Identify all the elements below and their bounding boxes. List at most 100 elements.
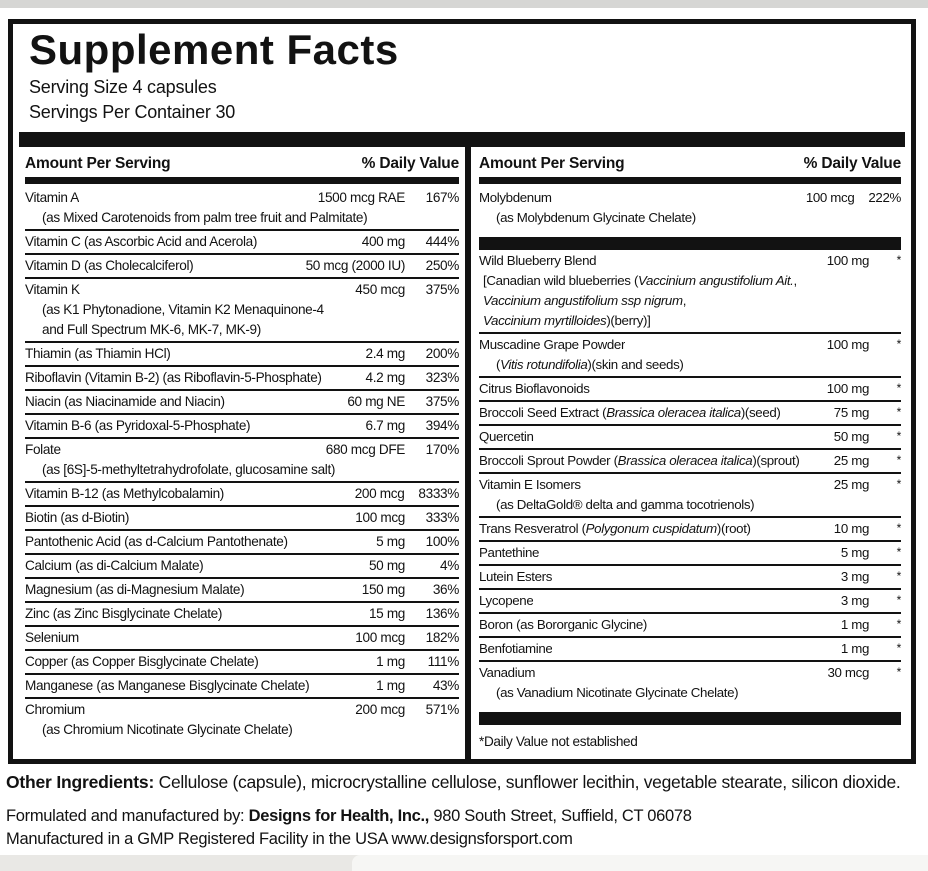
- column-divider: [465, 147, 471, 759]
- nutrient-source-subline: (as [6S]-5-methyltetrahydrofolate, gluco…: [42, 462, 336, 477]
- nutrient-daily-value: *: [896, 641, 902, 655]
- nutrient-daily-value: *: [896, 477, 902, 491]
- nutrient-source-subline: (as K1 Phytonadione, Vitamin K2 Menaquin…: [42, 302, 324, 317]
- nutrient-daily-value: 200%: [425, 346, 460, 361]
- nutrient-name: Magnesium (as di-Magnesium Malate): [25, 582, 245, 597]
- nutrient-amount: 75 mg: [833, 405, 870, 420]
- nutrient-row: Boron (as Bororganic Glycine) 1 mg *: [479, 612, 901, 636]
- nutrient-name: Zinc (as Zinc Bisglycinate Chelate): [25, 606, 223, 621]
- nutrient-amount: 5 mg: [376, 534, 405, 549]
- nutrient-amount: 60 mg NE: [347, 394, 405, 409]
- nutrient-name: Selenium: [25, 630, 79, 645]
- nutrient-amount: 680 mcg DFE: [325, 442, 406, 457]
- nutrient-daily-value: *: [896, 593, 902, 607]
- nutrient-amount: 50 mg: [833, 429, 870, 444]
- nutrient-name: Vitamin A: [25, 190, 80, 205]
- nutrient-daily-value: 394%: [425, 418, 460, 433]
- nutrient-daily-value: *: [896, 253, 902, 267]
- nutrient-source-subline: (as DeltaGold® delta and gamma tocotrien…: [496, 497, 755, 512]
- nutrient-row: Magnesium (as di-Magnesium Malate) 150 mg…: [25, 577, 459, 601]
- nutrient-daily-value: 333%: [425, 510, 460, 525]
- nutrient-name: Quercetin: [479, 429, 534, 444]
- nutrient-amount: 100 mg: [826, 337, 870, 352]
- column-header: Amount Per Serving % Daily Value: [479, 147, 901, 177]
- supplement-facts-panel: Supplement Facts Serving Size 4 capsules…: [8, 19, 916, 764]
- nutrient-source-subline: Vaccinium myrtilloides)(berry)]: [483, 313, 651, 328]
- panel-head: Supplement Facts Serving Size 4 capsules…: [13, 24, 911, 125]
- nutrient-daily-value: 571%: [425, 702, 460, 717]
- nutrient-daily-value: 182%: [425, 630, 460, 645]
- manufacturer-name: Designs for Health, Inc.,: [248, 807, 430, 825]
- nutrient-daily-value: 222%: [868, 190, 901, 205]
- nutrient-name: Copper (as Copper Bisglycinate Chelate): [25, 654, 259, 669]
- nutrient-daily-value: 111%: [427, 654, 460, 669]
- nutrient-row: Citrus Bioflavonoids 100 mg *: [479, 376, 901, 400]
- serving-size: Serving Size 4 capsules: [29, 77, 217, 97]
- label-footer: Other Ingredients: Cellulose (capsule), …: [6, 770, 922, 851]
- nutrient-name: Lutein Esters: [479, 569, 553, 584]
- nutrient-row: Niacin (as Niacinamide and Niacin) 60 mg …: [25, 389, 459, 413]
- nutrient-amount: 4.2 mg: [365, 370, 406, 385]
- column-header-underline-bar: [479, 177, 901, 184]
- other-ingredients-label: Other Ingredients:: [6, 772, 155, 792]
- nutrient-row: Chromium 200 mcg 571% (as Chromium Nicotina…: [25, 697, 459, 741]
- nutrient-row: Selenium 100 mcg 182%: [25, 625, 459, 649]
- nutrient-row: Pantethine 5 mg *: [479, 540, 901, 564]
- nutrient-row: Vitamin A 1500 mcg RAE 167% (as Mixed Carot…: [25, 187, 459, 229]
- header-divider-bar: [19, 132, 905, 147]
- manufacturer-line1-pre: Formulated and manufactured by:: [6, 807, 249, 825]
- nutrient-column-left: Amount Per Serving % Daily Value Vitamin…: [19, 147, 465, 759]
- nutrient-name: Benfotiamine: [479, 641, 553, 656]
- nutrient-name: Molybdenum: [479, 190, 552, 205]
- nutrient-daily-value: 250%: [425, 258, 460, 273]
- nutrient-name: Chromium: [25, 702, 85, 717]
- nutrient-name: Boron (as Bororganic Glycine): [479, 617, 647, 632]
- nutrient-name: Trans Resveratrol (Polygonum cuspidatum)…: [479, 521, 751, 536]
- section-divider-bar: [479, 712, 901, 725]
- nutrient-row: Broccoli Sprout Powder (Brassica olerace…: [479, 448, 901, 472]
- nutrient-amount: 1 mg: [376, 654, 405, 669]
- nutrient-source-subline: (Vitis rotundifolia)(skin and seeds): [496, 357, 684, 372]
- nutrient-amount: 3 mg: [840, 593, 870, 608]
- nutrient-amount: 1 mg: [840, 641, 870, 656]
- nutrient-row: Copper (as Copper Bisglycinate Chelate) 1…: [25, 649, 459, 673]
- nutrient-name: Vitamin B-6 (as Pyridoxal-5-Phosphate): [25, 418, 251, 433]
- nutrient-amount: 25 mg: [833, 477, 870, 492]
- nutrient-row: Vitamin B-6 (as Pyridoxal-5-Phosphate) 6.…: [25, 413, 459, 437]
- nutrient-name: Vitamin D (as Cholecalciferol): [25, 258, 194, 273]
- nutrient-source-subline: (as Molybdenum Glycinate Chelate): [496, 210, 696, 225]
- nutrient-row: Molybdenum 100 mcg 222% (as Molybdenum Glyc…: [479, 187, 901, 229]
- nutrient-row: Calcium (as di-Calcium Malate) 50 mg 4%: [25, 553, 459, 577]
- column-header: Amount Per Serving % Daily Value: [25, 147, 459, 177]
- nutrient-daily-value: *: [896, 569, 902, 583]
- nutrient-amount: 150 mg: [361, 582, 406, 597]
- nutrient-daily-value: 8333%: [418, 486, 459, 501]
- nutrient-daily-value: 4%: [440, 558, 459, 573]
- nutrient-daily-value: *: [896, 545, 902, 559]
- nutrient-daily-value: 100%: [425, 534, 460, 549]
- amount-per-serving-header: Amount Per Serving: [25, 155, 171, 172]
- manufacturer-line-2: Manufactured in a GMP Registered Facilit…: [6, 830, 573, 848]
- nutrient-daily-value: 375%: [425, 394, 460, 409]
- section-divider-bar: [479, 237, 901, 250]
- nutrient-amount: 6.7 mg: [365, 418, 406, 433]
- nutrient-name: Vitamin C (as Ascorbic Acid and Acerola): [25, 234, 258, 249]
- nutrient-row: Zinc (as Zinc Bisglycinate Chelate) 15 mg…: [25, 601, 459, 625]
- nutrient-amount: 3 mg: [840, 569, 870, 584]
- daily-value-footnote: *Daily Value not established: [479, 734, 638, 749]
- nutrient-rows-left: Vitamin A 1500 mcg RAE 167% (as Mixed Carot…: [25, 187, 459, 741]
- nutrient-name: Lycopene: [479, 593, 534, 608]
- servings-per-container: Servings Per Container 30: [29, 102, 236, 122]
- nutrient-row: Folate 680 mcg DFE 170% (as [6S]-5-methylte…: [25, 437, 459, 481]
- nutrient-column-right: Amount Per Serving % Daily Value Molybde…: [471, 147, 905, 759]
- nutrient-columns: Amount Per Serving % Daily Value Vitamin…: [19, 147, 905, 759]
- nutrient-daily-value: *: [896, 429, 902, 443]
- nutrient-row: Trans Resveratrol (Polygonum cuspidatum)…: [479, 516, 901, 540]
- daily-value-header: % Daily Value: [361, 155, 460, 172]
- nutrient-amount: 1500 mcg RAE: [317, 190, 406, 205]
- nutrient-name: Vitamin K: [25, 282, 80, 297]
- nutrient-name: Calcium (as di-Calcium Malate): [25, 558, 204, 573]
- nutrient-daily-value: 323%: [425, 370, 460, 385]
- nutrient-amount: 100 mg: [826, 253, 870, 268]
- nutrient-row: Vitamin C (as Ascorbic Acid and Acerola)…: [25, 229, 459, 253]
